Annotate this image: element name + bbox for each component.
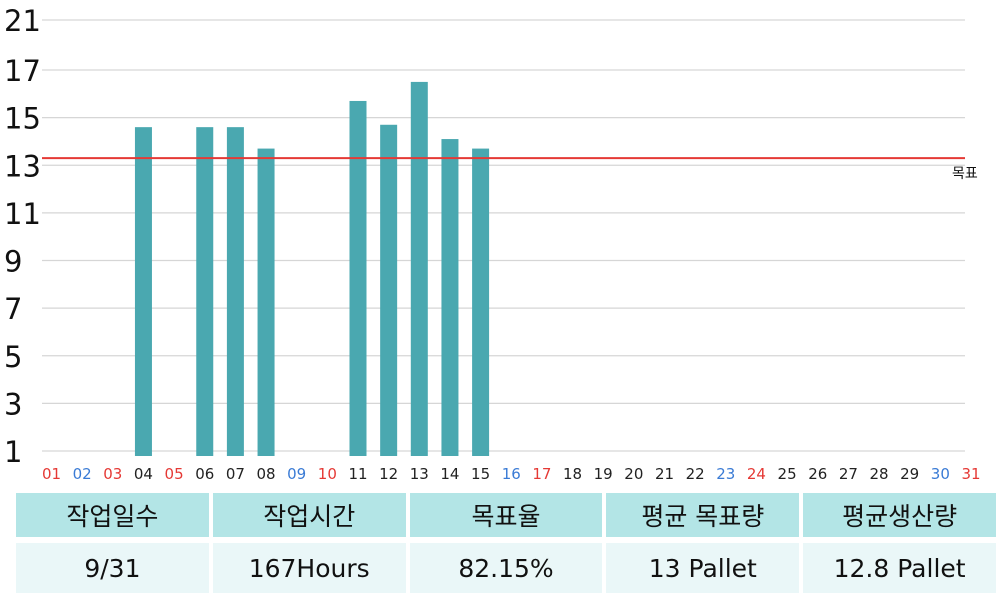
value-target-rate: 82.15% xyxy=(409,543,603,593)
header-avg-target: 평균 목표량 xyxy=(606,493,800,537)
x-tick-label: 08 xyxy=(257,465,276,483)
x-tick-label: 12 xyxy=(379,465,398,483)
bar xyxy=(380,124,398,457)
y-tick-label: 13 xyxy=(4,149,41,183)
y-tick-label: 21 xyxy=(4,4,41,38)
x-tick-label: 03 xyxy=(103,465,122,483)
x-tick-label: 01 xyxy=(42,465,61,483)
x-tick-label: 18 xyxy=(563,465,582,483)
x-tick-label: 02 xyxy=(73,465,92,483)
x-tick-label: 23 xyxy=(716,465,735,483)
bars xyxy=(134,81,490,457)
gridlines xyxy=(42,19,965,452)
y-tick-label: 11 xyxy=(4,197,41,231)
x-tick-label: 09 xyxy=(287,465,306,483)
target-line-group: 목표 xyxy=(42,157,978,182)
header-work-hours: 작업시간 xyxy=(212,493,406,537)
x-tick-label: 29 xyxy=(900,465,919,483)
bar xyxy=(472,148,490,457)
x-tick-label: 06 xyxy=(195,465,214,483)
header-target-rate: 목표율 xyxy=(409,493,603,537)
x-tick-label: 14 xyxy=(440,465,459,483)
target-label: 목표 xyxy=(952,166,978,182)
bar xyxy=(257,148,275,457)
x-tick-label: 07 xyxy=(226,465,245,483)
summary-header-row: 작업일수 작업시간 목표율 평균 목표량 평균생산량 xyxy=(16,493,996,537)
x-tick-label: 27 xyxy=(839,465,858,483)
value-avg-target: 13 Pallet xyxy=(606,543,800,593)
x-tick-label: 16 xyxy=(502,465,521,483)
x-tick-label: 31 xyxy=(961,465,980,483)
x-tick-label: 30 xyxy=(931,465,950,483)
summary-table: 작업일수 작업시간 목표율 평균 목표량 평균생산량 9/31 167Hours… xyxy=(12,487,1000,599)
bar xyxy=(349,100,367,457)
x-tick-label: 10 xyxy=(318,465,337,483)
bar xyxy=(441,139,459,456)
y-tick-label: 17 xyxy=(4,54,41,88)
bar xyxy=(134,127,152,457)
bar xyxy=(410,81,428,456)
x-tick-label: 26 xyxy=(808,465,827,483)
x-tick-label: 28 xyxy=(870,465,889,483)
header-avg-production: 평균생산량 xyxy=(803,493,996,537)
x-tick-label: 22 xyxy=(686,465,705,483)
y-tick-label: 5 xyxy=(4,340,22,374)
y-tick-label: 9 xyxy=(4,245,22,279)
value-avg-production: 12.8 Pallet xyxy=(803,543,996,593)
value-work-hours: 167Hours xyxy=(212,543,406,593)
bar xyxy=(196,127,214,457)
x-tick-label: 21 xyxy=(655,465,674,483)
x-tick-label: 05 xyxy=(165,465,184,483)
y-tick-label: 1 xyxy=(4,435,22,469)
y-tick-label: 15 xyxy=(4,102,41,136)
x-tick-label: 11 xyxy=(348,465,367,483)
x-tick-label: 19 xyxy=(594,465,613,483)
x-tick-label: 20 xyxy=(624,465,643,483)
x-tick-label: 17 xyxy=(532,465,551,483)
value-work-days: 9/31 xyxy=(16,543,209,593)
bar xyxy=(226,127,244,457)
x-tick-label: 13 xyxy=(410,465,429,483)
summary-value-row: 9/31 167Hours 82.15% 13 Pallet 12.8 Pall… xyxy=(16,543,996,593)
header-work-days: 작업일수 xyxy=(16,493,209,537)
x-axis-ticks: 01 02 03 04 05 06 07 08 09 10 11 12 13 14 15 16 17 18 19 20… xyxy=(42,465,981,483)
x-tick-label: 04 xyxy=(134,465,153,483)
x-tick-label: 25 xyxy=(778,465,797,483)
x-tick-label: 15 xyxy=(471,465,490,483)
y-tick-label: 7 xyxy=(4,292,22,326)
x-tick-label: 24 xyxy=(747,465,766,483)
y-tick-label: 3 xyxy=(4,387,22,421)
